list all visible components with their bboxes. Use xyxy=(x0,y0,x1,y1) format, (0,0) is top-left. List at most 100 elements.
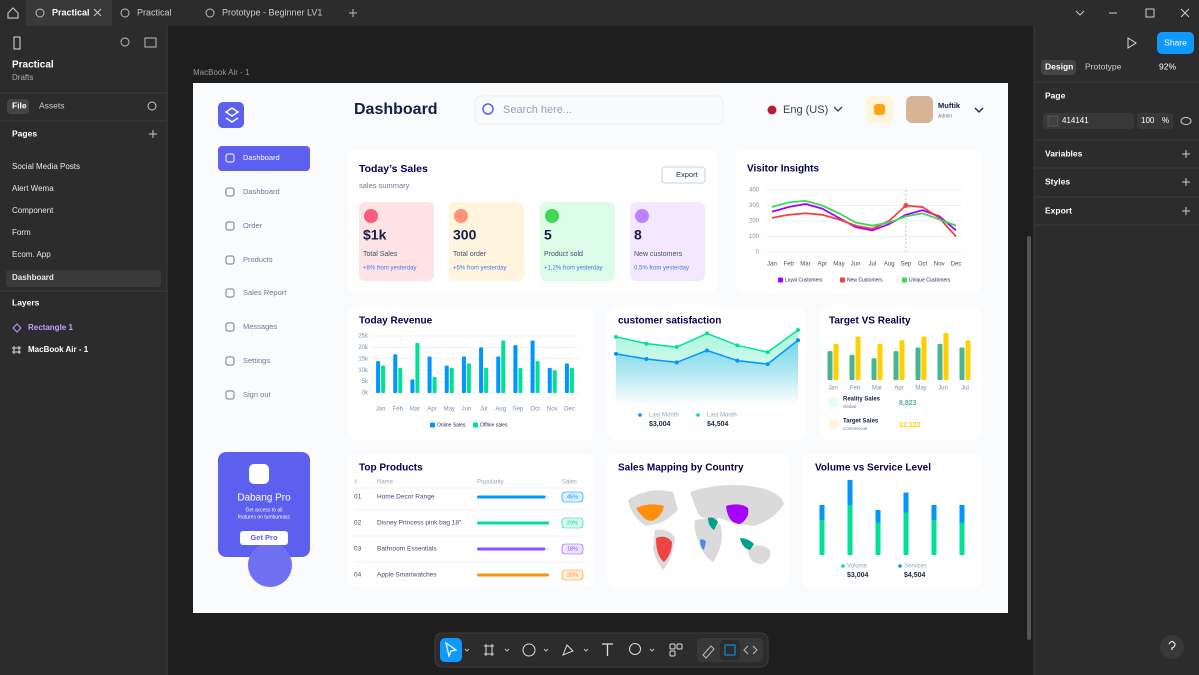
tab-label[interactable]: Practical xyxy=(52,7,90,17)
panel-tab[interactable]: File xyxy=(12,100,27,110)
page-item[interactable]: Dashboard xyxy=(12,273,54,282)
nav-item[interactable]: Messages xyxy=(243,322,277,331)
legend-label: Offline sales xyxy=(480,422,508,428)
actions-tool[interactable] xyxy=(676,643,683,650)
dev-mode[interactable] xyxy=(743,645,758,655)
x-tick-label: Mar xyxy=(800,262,810,268)
layer-item[interactable]: Rectangle 1 xyxy=(28,323,73,332)
color-input[interactable] xyxy=(1043,113,1134,129)
bar-segment xyxy=(875,522,881,555)
bar xyxy=(398,367,403,393)
x-tick-label: Mar xyxy=(410,407,420,413)
y-tick-label: 25k xyxy=(358,334,369,340)
page-item[interactable]: Social Media Posts xyxy=(12,162,80,171)
tab-icon xyxy=(205,8,215,18)
tab-label[interactable]: Practical xyxy=(137,7,172,17)
help-button[interactable] xyxy=(1160,635,1184,659)
page-item[interactable]: Alert Wema xyxy=(12,184,54,193)
legend-icon xyxy=(829,398,838,407)
legend-label: Target Sales xyxy=(843,419,879,425)
draw-mode[interactable] xyxy=(702,645,715,659)
stat-icon xyxy=(635,209,649,223)
zoom-level[interactable]: 92% xyxy=(1159,61,1176,71)
flag xyxy=(767,105,777,115)
share-label[interactable]: Share xyxy=(1164,37,1187,47)
section-heading: Page xyxy=(1045,90,1066,100)
nav-icon xyxy=(225,153,235,163)
panel-tab[interactable]: Design xyxy=(1045,61,1073,71)
nav-item[interactable]: Sign out xyxy=(243,390,271,399)
file-name[interactable]: Practical xyxy=(12,60,54,71)
search-box[interactable] xyxy=(474,95,724,125)
frame-tool[interactable] xyxy=(484,644,494,656)
nav-item[interactable]: Sales Report xyxy=(243,288,287,297)
bar xyxy=(564,363,569,393)
bar xyxy=(393,354,398,393)
export-label[interactable]: Export xyxy=(676,170,699,179)
panel-tab[interactable]: Prototype xyxy=(1085,61,1122,71)
promo-button-label[interactable]: Get Pro xyxy=(250,533,278,542)
legend-label: Loyal Customers xyxy=(785,277,823,283)
card-title: Top Products xyxy=(359,463,423,474)
promo-button[interactable] xyxy=(240,531,288,545)
sales-pill xyxy=(561,569,584,581)
stat-label: Product sold xyxy=(544,251,583,258)
pen-tool[interactable] xyxy=(562,644,574,656)
stat-label: New customers xyxy=(634,251,683,258)
stat-card xyxy=(449,202,524,281)
actions-tool[interactable] xyxy=(669,643,676,650)
x-tick-label: Jan xyxy=(828,386,838,392)
user-name: Muftik xyxy=(938,101,961,110)
nav-item[interactable]: Products xyxy=(243,255,273,264)
nav-item[interactable]: Settings xyxy=(243,356,270,365)
language[interactable]: Eng (US) xyxy=(783,104,828,116)
tool-chevron xyxy=(504,648,510,652)
bar xyxy=(535,361,540,393)
design-tab-bg xyxy=(1041,60,1076,75)
point xyxy=(765,362,770,367)
text-tool[interactable] xyxy=(602,643,613,656)
opacity-input[interactable] xyxy=(1137,113,1173,129)
actions-tool[interactable] xyxy=(669,650,676,657)
sales-pill xyxy=(561,543,584,555)
tabs-menu xyxy=(1075,10,1085,16)
layer-item[interactable]: MacBook Air - 1 xyxy=(28,345,89,354)
legend-label: Unique Customers xyxy=(909,277,951,283)
page-item[interactable]: Ecom. App xyxy=(12,250,51,259)
bell xyxy=(874,104,885,115)
comment-tool[interactable] xyxy=(629,643,641,655)
line xyxy=(771,203,957,232)
sales-label: 18% xyxy=(567,546,578,552)
nav-item[interactable]: Dashboard xyxy=(243,153,280,162)
legend-label: Volume xyxy=(847,564,868,570)
bar xyxy=(959,347,965,380)
page-item[interactable]: Component xyxy=(12,206,54,215)
move-tool[interactable] xyxy=(440,638,462,662)
export-button[interactable] xyxy=(661,166,706,184)
area xyxy=(616,340,798,405)
nav-item[interactable]: Order xyxy=(243,221,263,230)
shape-tool[interactable] xyxy=(522,643,536,657)
x-tick-label: Jan xyxy=(376,407,386,413)
legend-total: 12,122 xyxy=(899,422,921,429)
map-region xyxy=(726,504,749,524)
section-heading: Variables xyxy=(1045,148,1083,158)
page-item[interactable]: Form xyxy=(12,228,31,237)
tab-icon xyxy=(120,8,130,18)
stat-value: $1k xyxy=(363,227,387,243)
point xyxy=(796,328,800,332)
bar-segment xyxy=(959,522,965,555)
mode-active[interactable] xyxy=(720,640,740,660)
map-region xyxy=(656,536,672,562)
design-mode[interactable] xyxy=(724,644,736,656)
share-button[interactable] xyxy=(1157,32,1194,54)
x-tick-label: Oct xyxy=(530,407,540,413)
panel-tab[interactable]: Assets xyxy=(39,100,65,110)
bar xyxy=(501,340,506,393)
nav-item[interactable]: Dashboard xyxy=(243,187,280,196)
tab-label[interactable]: Prototype - Beginner LV1 xyxy=(222,7,322,17)
visibility-icon xyxy=(1180,117,1192,125)
left-panel xyxy=(0,26,167,675)
bar-segment xyxy=(931,520,937,555)
y-tick-label: 15k xyxy=(358,356,369,362)
